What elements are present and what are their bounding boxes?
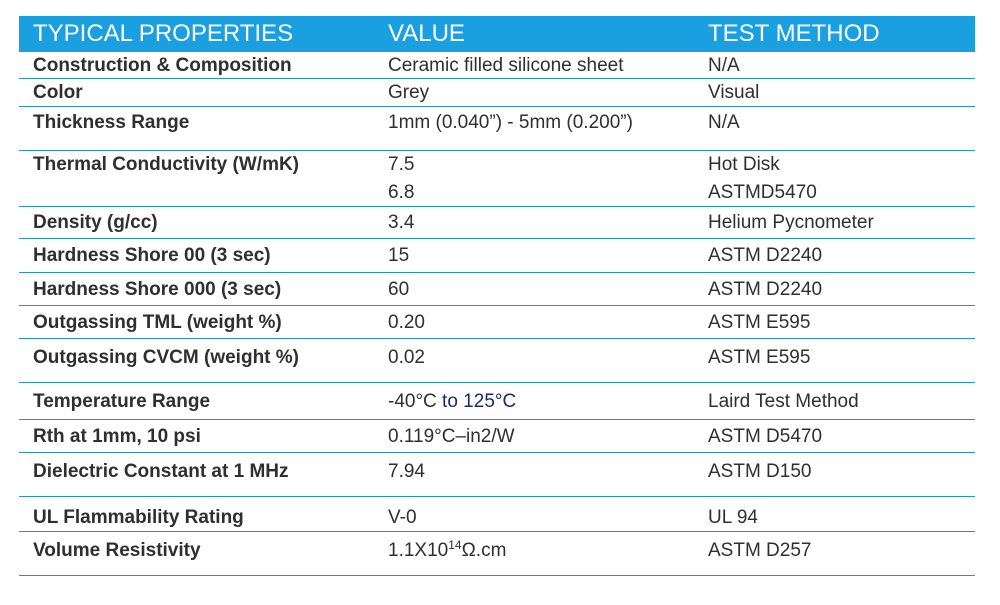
- method-cell: ASTM D2240: [708, 279, 823, 300]
- table-row: Dielectric Constant at 1 MHz 7.94 ASTM D…: [19, 453, 975, 497]
- table-row: Thermal Conductivity (W/mK) 7.5 6.8 Hot …: [19, 151, 975, 207]
- method-cell: ASTM D5470: [708, 426, 823, 447]
- value-cell: 1.1X1014Ω.cm: [374, 532, 694, 570]
- method-cell: ASTM D257: [708, 540, 812, 561]
- temp-low: -40°C: [388, 391, 437, 412]
- value-cell: 60: [388, 279, 410, 300]
- method-cell: Visual: [708, 82, 760, 103]
- value-cell: 15: [388, 245, 410, 266]
- table-row: Volume Resistivity 1.1X1014Ω.cm ASTM D25…: [19, 532, 975, 576]
- table-row: Hardness Shore 000 (3 sec) 60 ASTM D2240: [19, 273, 975, 306]
- property-cell: Dielectric Constant at 1 MHz: [33, 461, 289, 482]
- method-cell: N/A: [708, 55, 740, 76]
- property-cell: Density (g/cc): [33, 212, 158, 233]
- header-value: VALUE: [388, 20, 465, 47]
- resistivity-exponent: 14: [448, 538, 462, 552]
- table-row: Outgassing TML (weight %) 0.20 ASTM E595: [19, 306, 975, 339]
- method-cell: Helium Pycnometer: [708, 212, 874, 233]
- property-cell: Outgassing TML (weight %): [33, 312, 282, 333]
- table-row: Rth at 1mm, 10 psi 0.119°C–in2/W ASTM D5…: [19, 420, 975, 453]
- method-cell: ASTM E595: [708, 347, 811, 368]
- property-cell: Rth at 1mm, 10 psi: [33, 426, 201, 447]
- property-cell: UL Flammability Rating: [33, 507, 244, 528]
- value-cell: 3.4: [388, 212, 415, 233]
- header-method: TEST METHOD: [708, 20, 880, 47]
- property-cell: Volume Resistivity: [33, 540, 201, 561]
- method-cell: Hot Disk ASTMD5470: [694, 151, 975, 207]
- method-cell: ASTM D2240: [708, 245, 823, 266]
- value-cell: Ceramic filled silicone sheet: [388, 55, 624, 76]
- resistivity-base: 1.1X10: [388, 540, 449, 561]
- table-row: Hardness Shore 00 (3 sec) 15 ASTM D2240: [19, 239, 975, 273]
- property-cell: Outgassing CVCM (weight %): [33, 347, 299, 368]
- method-line: Hot Disk: [708, 154, 780, 175]
- value-cell: V-0: [388, 507, 417, 528]
- value-cell: 0.02: [388, 347, 425, 368]
- properties-table: TYPICAL PROPERTIES VALUE TEST METHOD Con…: [19, 16, 975, 576]
- method-cell: Laird Test Method: [708, 391, 859, 412]
- value-line: 6.8: [388, 182, 415, 203]
- method-line: ASTMD5470: [708, 182, 817, 203]
- method-cell: ASTM D150: [708, 461, 812, 482]
- value-cell: -40°C to 125°C: [374, 383, 694, 420]
- table-row: Outgassing CVCM (weight %) 0.02 ASTM E59…: [19, 339, 975, 383]
- property-cell: Thermal Conductivity (W/mK): [33, 154, 300, 175]
- value-cell: 7.5 6.8: [374, 151, 694, 207]
- method-cell: UL 94: [708, 507, 758, 528]
- table-row: Construction & Composition Ceramic fille…: [19, 52, 975, 79]
- property-cell: Hardness Shore 00 (3 sec): [33, 245, 271, 266]
- table-row: Density (g/cc) 3.4 Helium Pycnometer: [19, 207, 975, 239]
- property-cell: Color: [33, 82, 83, 103]
- method-cell: ASTM E595: [708, 312, 811, 333]
- value-cell: 7.94: [388, 461, 425, 482]
- value-cell: Grey: [388, 82, 430, 103]
- table-row: Color Grey Visual: [19, 79, 975, 107]
- method-cell: N/A: [708, 112, 740, 133]
- table-header: TYPICAL PROPERTIES VALUE TEST METHOD: [19, 16, 975, 52]
- property-cell: Construction & Composition: [33, 55, 292, 76]
- value-line: 7.5: [388, 154, 415, 175]
- header-property: TYPICAL PROPERTIES: [33, 20, 294, 47]
- property-cell: Thickness Range: [33, 112, 190, 133]
- resistivity-unit: Ω.cm: [461, 540, 507, 561]
- table-row: Thickness Range 1mm (0.040”) - 5mm (0.20…: [19, 107, 975, 151]
- property-cell: Hardness Shore 000 (3 sec): [33, 279, 282, 300]
- property-cell: Temperature Range: [33, 391, 211, 412]
- table-row: UL Flammability Rating V-0 UL 94: [19, 497, 975, 532]
- value-cell: 1mm (0.040”) - 5mm (0.200”): [388, 112, 633, 133]
- value-cell: 0.119°C–in2/W: [388, 426, 515, 447]
- temp-high: to 125°C: [436, 391, 517, 412]
- value-cell: 0.20: [388, 312, 425, 333]
- table-row: Temperature Range -40°C to 125°C Laird T…: [19, 383, 975, 420]
